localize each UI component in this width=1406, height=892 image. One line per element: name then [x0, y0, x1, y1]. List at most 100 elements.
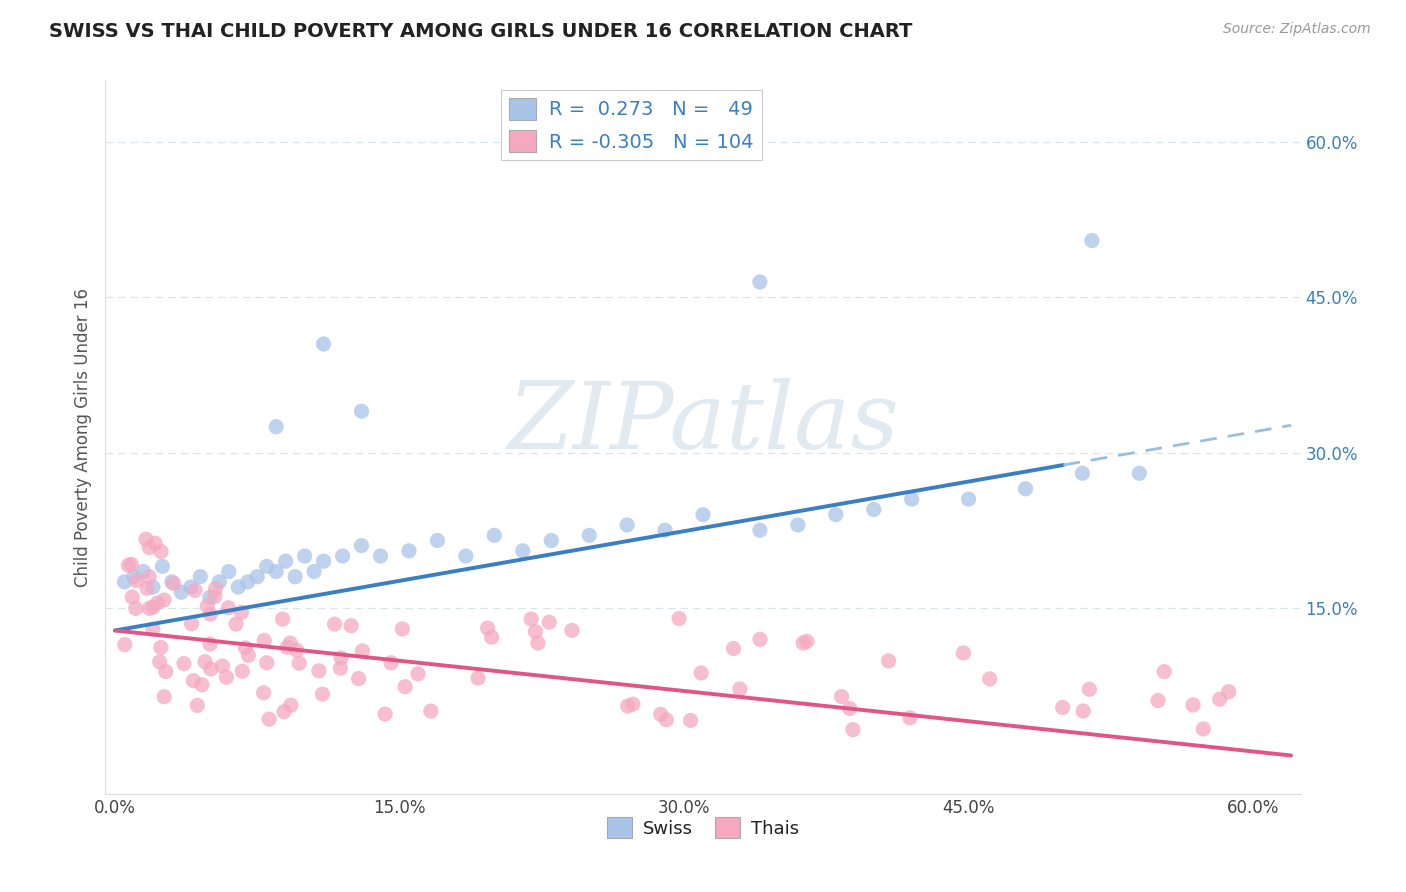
Point — [194, 655, 217, 669]
Point — [527, 636, 550, 650]
Point — [211, 659, 233, 673]
Point — [186, 698, 208, 713]
Point — [679, 714, 702, 728]
Point — [692, 508, 714, 522]
Point — [184, 583, 207, 598]
Y-axis label: Child Poverty Among Girls Under 16: Child Poverty Among Girls Under 16 — [73, 287, 91, 587]
Text: Source: ZipAtlas.com: Source: ZipAtlas.com — [1223, 22, 1371, 37]
Point — [132, 565, 155, 579]
Point — [180, 580, 202, 594]
Point — [183, 673, 205, 688]
Point — [198, 591, 221, 605]
Point — [329, 661, 352, 675]
Point — [274, 554, 297, 568]
Point — [877, 654, 900, 668]
Point — [838, 701, 860, 715]
Point — [728, 681, 751, 696]
Point — [1071, 467, 1094, 481]
Point — [121, 590, 143, 604]
Point — [748, 523, 770, 537]
Point — [621, 697, 644, 711]
Point — [150, 559, 173, 574]
Point — [831, 690, 853, 704]
Point — [231, 664, 253, 678]
Point — [484, 528, 506, 542]
Point — [312, 554, 335, 568]
Point — [655, 713, 678, 727]
Point — [231, 605, 253, 619]
Point — [312, 337, 335, 351]
Point — [200, 607, 222, 622]
Point — [1071, 704, 1094, 718]
Point — [112, 574, 135, 589]
Point — [979, 672, 1001, 686]
Point — [1081, 234, 1104, 248]
Point — [122, 570, 145, 584]
Point — [198, 637, 221, 651]
Point — [340, 618, 363, 632]
Point — [238, 648, 260, 663]
Point — [142, 600, 165, 615]
Point — [256, 656, 278, 670]
Point — [208, 574, 231, 589]
Point — [278, 636, 301, 650]
Point — [347, 672, 370, 686]
Text: ZIPatlas: ZIPatlas — [508, 378, 898, 467]
Point — [481, 630, 503, 644]
Point — [540, 533, 562, 548]
Point — [253, 633, 276, 648]
Point — [1153, 665, 1175, 679]
Point — [264, 565, 287, 579]
Point — [256, 559, 278, 574]
Point — [374, 706, 396, 721]
Point — [330, 651, 353, 665]
Point — [180, 616, 202, 631]
Point — [616, 699, 638, 714]
Point — [394, 680, 416, 694]
Point — [284, 570, 307, 584]
Point — [1052, 700, 1074, 714]
Point — [170, 585, 193, 599]
Point — [236, 574, 259, 589]
Point — [898, 711, 921, 725]
Point — [824, 508, 846, 522]
Point — [114, 638, 136, 652]
Point — [512, 544, 534, 558]
Point — [264, 419, 287, 434]
Point — [842, 723, 865, 737]
Point — [561, 624, 583, 638]
Point — [125, 601, 148, 615]
Point — [280, 698, 302, 713]
Point — [138, 601, 160, 615]
Point — [524, 624, 547, 639]
Point — [294, 549, 316, 563]
Point — [352, 644, 374, 658]
Point — [252, 686, 274, 700]
Point — [273, 705, 295, 719]
Point — [276, 640, 298, 655]
Point — [350, 539, 373, 553]
Point — [235, 640, 257, 655]
Point — [117, 558, 139, 573]
Point — [288, 656, 311, 670]
Point — [398, 544, 420, 558]
Point — [149, 655, 172, 669]
Point — [204, 582, 226, 596]
Point — [195, 599, 218, 613]
Point — [748, 275, 770, 289]
Point — [520, 612, 543, 626]
Point — [391, 622, 413, 636]
Point — [1182, 698, 1205, 712]
Point — [302, 565, 325, 579]
Point — [538, 615, 561, 630]
Point — [380, 656, 402, 670]
Point — [1192, 722, 1215, 736]
Point — [900, 492, 922, 507]
Point — [668, 611, 690, 625]
Point — [142, 580, 165, 594]
Point — [796, 634, 818, 648]
Point — [650, 707, 672, 722]
Point — [454, 549, 477, 563]
Point — [160, 574, 183, 589]
Point — [191, 678, 214, 692]
